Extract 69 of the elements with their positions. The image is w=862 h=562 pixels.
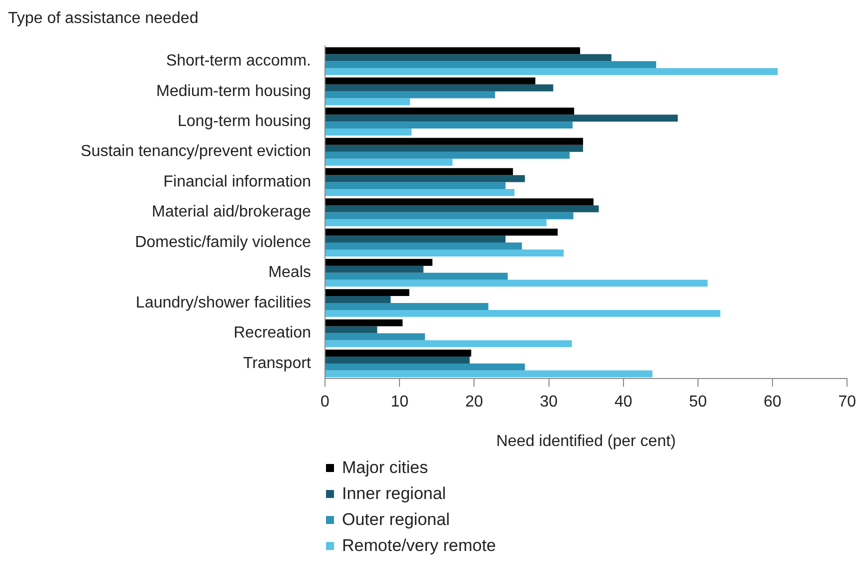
bar xyxy=(326,84,554,92)
bar xyxy=(326,303,488,310)
bar xyxy=(326,266,424,273)
y-tick-label: Laundry/shower facilities xyxy=(136,294,311,312)
bar xyxy=(326,219,547,226)
bar xyxy=(326,68,778,76)
y-tick-label: Meals xyxy=(268,264,311,282)
y-tick-label: Material aid/brokerage xyxy=(152,204,312,221)
bar xyxy=(326,61,656,68)
x-tick-label: 50 xyxy=(689,394,707,411)
bar xyxy=(326,91,496,98)
bar xyxy=(326,198,594,206)
bar xyxy=(326,212,574,220)
bar xyxy=(326,77,536,84)
bar xyxy=(326,54,612,62)
bar xyxy=(326,258,432,266)
bar xyxy=(326,356,470,364)
bar xyxy=(326,138,584,145)
y-tick-label: Sustain tenancy/prevent eviction xyxy=(80,143,311,160)
bar xyxy=(326,370,652,378)
bar xyxy=(326,182,506,190)
bar xyxy=(326,319,403,326)
y-axis-title: Type of assistance needed xyxy=(8,10,198,28)
bar xyxy=(326,249,564,256)
y-tick-label: Medium-term housing xyxy=(156,82,311,100)
bar xyxy=(326,289,410,296)
bar xyxy=(326,333,425,340)
bar xyxy=(326,108,574,115)
bar xyxy=(326,152,570,159)
bar xyxy=(326,128,412,136)
legend-label: Outer regional xyxy=(342,510,450,530)
y-tick-label: Recreation xyxy=(234,324,311,342)
bar xyxy=(326,158,453,166)
bar xyxy=(326,350,472,357)
x-tick-label: 70 xyxy=(838,394,856,411)
x-tick-label: 0 xyxy=(320,394,330,411)
legend-label: Inner regional xyxy=(342,484,446,504)
legend-label: Major cities xyxy=(342,458,428,478)
x-tick-label: 10 xyxy=(390,394,409,411)
bar xyxy=(326,144,584,152)
x-tick-label: 40 xyxy=(614,394,632,411)
bar xyxy=(326,205,599,212)
bar xyxy=(326,175,525,182)
bar xyxy=(326,242,522,250)
x-tick-label: 20 xyxy=(465,394,484,411)
y-tick-label: Short-term accomm. xyxy=(166,52,311,70)
y-tick-label: Transport xyxy=(243,354,312,372)
bar xyxy=(326,340,572,348)
y-tick-label: Domestic/family violence xyxy=(134,234,312,251)
x-axis-title: Need identified (per cent) xyxy=(496,432,676,450)
bar xyxy=(326,114,678,122)
bar xyxy=(326,47,580,54)
bar xyxy=(326,310,720,317)
bar xyxy=(326,98,410,106)
y-tick-label: Financial information xyxy=(163,173,311,190)
bar xyxy=(326,228,558,236)
bar xyxy=(326,280,708,287)
bar xyxy=(326,189,514,196)
bar xyxy=(326,363,525,370)
bar xyxy=(326,296,391,304)
x-tick-label: 60 xyxy=(764,394,782,411)
bar xyxy=(326,168,513,176)
bar xyxy=(326,326,378,334)
bar xyxy=(326,122,573,129)
y-tick-label: Long-term housing xyxy=(178,112,311,130)
bar xyxy=(326,236,506,243)
bar xyxy=(326,272,508,280)
legend-label: Remote/very remote xyxy=(342,536,496,556)
x-tick-label: 30 xyxy=(540,394,558,411)
